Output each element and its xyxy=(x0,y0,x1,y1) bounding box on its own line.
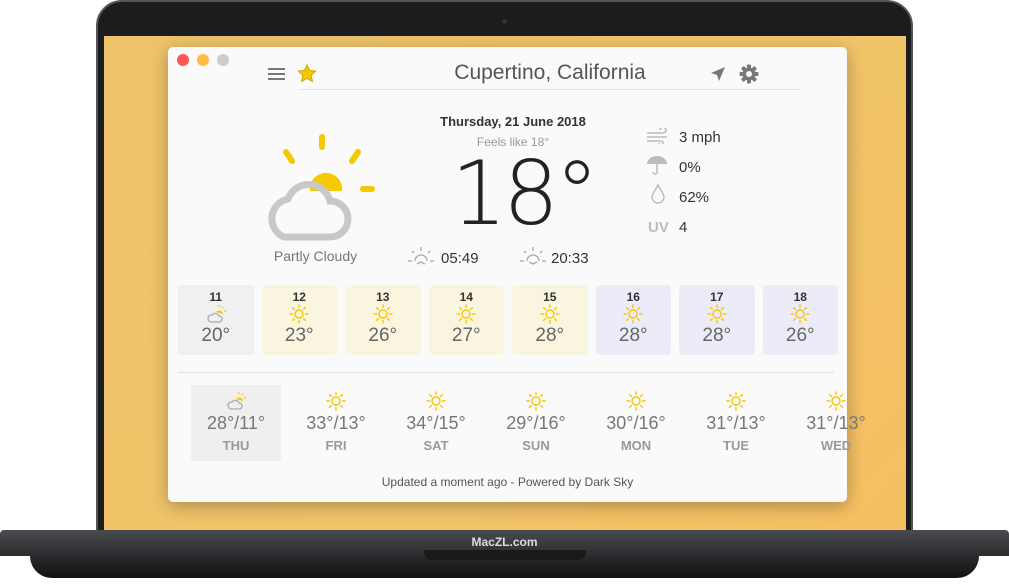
hour-temp: 27° xyxy=(451,325,481,346)
hour-label: 12 xyxy=(292,290,306,304)
sun-icon xyxy=(326,391,346,411)
hour-card[interactable]: 17 28° xyxy=(679,285,755,355)
hour-card[interactable]: 15 28° xyxy=(512,285,588,355)
hour-label: 18 xyxy=(793,290,807,304)
sun-icon xyxy=(790,304,810,324)
day-temp-range: 34°/15° xyxy=(406,413,466,433)
location-arrow-icon[interactable] xyxy=(710,66,726,82)
sun-icon xyxy=(526,391,546,411)
hour-label: 17 xyxy=(710,290,724,304)
wind-speed: 3 mph xyxy=(679,129,721,146)
hourly-forecast: 11 20° 12 23° 13 26° 14 27° 15 28° 16 28° 17 28° 18 26° xyxy=(178,285,838,355)
day-card[interactable]: 30°/16° MON xyxy=(591,385,681,461)
partly-cloudy-icon xyxy=(268,134,375,241)
sun-icon xyxy=(707,304,727,324)
day-temp-range: 31°/13° xyxy=(806,413,866,433)
day-label: SAT xyxy=(423,438,449,453)
sun-icon xyxy=(626,391,646,411)
weather-window: Cupertino, California Partly Cloudy Thur… xyxy=(168,47,866,502)
sunset-icon xyxy=(520,247,546,265)
day-label: SUN xyxy=(522,438,550,453)
day-temp-range: 28°/11° xyxy=(206,413,266,433)
hour-card[interactable]: 18 26° xyxy=(762,285,838,355)
sun-icon xyxy=(289,304,309,324)
hour-card[interactable]: 16 28° xyxy=(595,285,671,355)
current-temperature: 18° xyxy=(451,142,599,245)
sunset-time: 20:33 xyxy=(551,250,589,267)
day-label: FRI xyxy=(325,438,347,453)
sunrise-icon xyxy=(408,247,434,265)
partly-cloudy-icon xyxy=(207,305,226,323)
sun-icon xyxy=(826,391,846,411)
day-temp-range: 30°/16° xyxy=(606,413,666,433)
day-card[interactable]: 29°/16° SUN xyxy=(491,385,581,461)
sun-icon xyxy=(373,304,393,324)
hour-temp: 28° xyxy=(618,325,648,346)
laptop-base-bottom xyxy=(30,556,979,578)
city-title[interactable]: Cupertino, California xyxy=(454,61,646,84)
day-card[interactable]: 31°/13° TUE xyxy=(691,385,781,461)
day-label: WED xyxy=(820,438,852,453)
menu-icon[interactable] xyxy=(267,66,286,82)
wind-icon xyxy=(647,128,667,144)
minimize-button[interactable] xyxy=(197,54,209,66)
humidity: 62% xyxy=(679,189,710,206)
hour-temp: 26° xyxy=(785,325,815,346)
brand-label: MacZL.com xyxy=(471,535,538,549)
forecast-divider xyxy=(178,372,834,373)
hour-temp: 28° xyxy=(702,325,732,346)
hour-temp: 23° xyxy=(284,325,314,346)
hour-card[interactable]: 12 23° xyxy=(261,285,337,355)
star-icon[interactable] xyxy=(296,63,318,84)
sun-icon xyxy=(456,304,476,324)
day-temp-range: 31°/13° xyxy=(706,413,766,433)
condition-label: Partly Cloudy xyxy=(273,248,358,264)
sun-icon xyxy=(426,391,446,411)
hour-card[interactable]: 14 27° xyxy=(428,285,504,355)
hour-card[interactable]: 13 26° xyxy=(345,285,421,355)
feels-like: Feels like 18° xyxy=(476,135,550,149)
hour-label: 16 xyxy=(626,290,640,304)
day-temp-range: 33°/13° xyxy=(306,413,366,433)
current-date: Thursday, 21 June 2018 xyxy=(440,114,586,129)
day-temp-range: 29°/16° xyxy=(506,413,566,433)
hour-temp: 28° xyxy=(535,325,565,346)
footer-status: Updated a moment ago - Powered by Dark S… xyxy=(381,475,634,489)
uv-index: 4 xyxy=(679,219,688,236)
humidity-drop-icon xyxy=(651,184,665,204)
hour-label: 15 xyxy=(543,290,557,304)
gear-icon[interactable] xyxy=(739,64,759,84)
day-label: TUE xyxy=(723,438,749,453)
daily-forecast: 28°/11° THU 33°/13° FRI 34°/15° SAT 29°/16° SUN… xyxy=(191,385,881,461)
day-card[interactable]: 28°/11° THU xyxy=(191,385,281,461)
zoom-button[interactable] xyxy=(217,54,229,66)
day-card[interactable]: 33°/13° FRI xyxy=(291,385,381,461)
day-card[interactable]: 34°/15° SAT xyxy=(391,385,481,461)
day-card[interactable]: 31°/13° WED xyxy=(791,385,881,461)
hour-label: 14 xyxy=(459,290,473,304)
hour-temp: 26° xyxy=(368,325,398,346)
laptop-notch xyxy=(424,550,586,560)
sunrise-time: 05:49 xyxy=(441,250,479,267)
day-label: MON xyxy=(620,438,652,453)
camera xyxy=(502,19,507,24)
uv-label: UV xyxy=(648,219,669,236)
hour-label: 13 xyxy=(376,290,390,304)
close-button[interactable] xyxy=(177,54,189,66)
hour-temp: 20° xyxy=(201,325,231,346)
header-divider xyxy=(300,89,800,90)
hour-label: 11 xyxy=(209,290,223,304)
umbrella-icon xyxy=(647,156,667,175)
hour-card[interactable]: 11 20° xyxy=(178,285,254,355)
partly-cloudy-icon xyxy=(227,392,246,410)
sun-icon xyxy=(726,391,746,411)
day-label: THU xyxy=(222,438,250,453)
sun-icon xyxy=(623,304,643,324)
sun-icon xyxy=(540,304,560,324)
precipitation: 0% xyxy=(679,159,701,176)
